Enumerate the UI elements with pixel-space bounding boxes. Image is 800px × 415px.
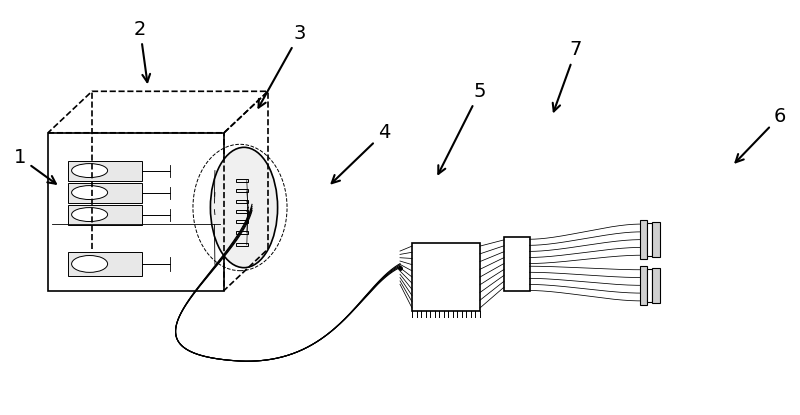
Bar	[235, 189, 248, 192]
Bar	[68, 252, 142, 276]
Text: 5: 5	[438, 82, 486, 174]
Bar	[235, 243, 248, 246]
Bar	[652, 222, 660, 257]
Bar	[647, 269, 652, 302]
Text: 7: 7	[553, 40, 582, 111]
Text: 6: 6	[735, 107, 786, 162]
Text: 4: 4	[332, 123, 390, 183]
Bar	[235, 220, 248, 223]
Bar	[68, 205, 142, 225]
Bar	[640, 266, 647, 305]
Bar	[504, 237, 530, 290]
Ellipse shape	[72, 256, 107, 272]
Bar	[412, 243, 480, 311]
Bar	[652, 268, 660, 303]
Text: 1: 1	[14, 148, 56, 184]
Bar	[235, 179, 248, 182]
Bar	[68, 183, 142, 203]
Ellipse shape	[72, 186, 107, 200]
Ellipse shape	[72, 164, 107, 178]
Bar	[235, 231, 248, 234]
Bar	[647, 223, 652, 256]
Bar	[48, 133, 224, 290]
Bar	[235, 200, 248, 203]
Bar	[235, 210, 248, 213]
Ellipse shape	[210, 147, 278, 268]
Bar	[68, 161, 142, 181]
Bar	[640, 220, 647, 259]
Text: 2: 2	[134, 20, 150, 82]
Text: 3: 3	[258, 24, 306, 107]
Ellipse shape	[72, 208, 107, 222]
